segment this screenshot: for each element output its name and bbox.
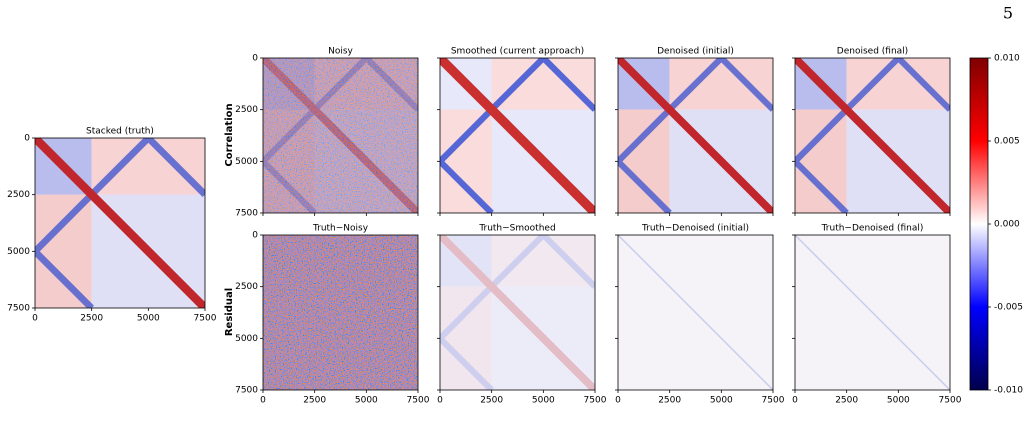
x-tick-label: 2500: [480, 396, 503, 406]
x-tick-label: 5000: [710, 396, 733, 406]
colorbar-tick-label: 0.005: [994, 137, 1020, 147]
row-label: Residual: [224, 288, 235, 336]
heatmap-feature: [617, 234, 774, 391]
y-tick-label: 0: [252, 231, 258, 241]
y-tick-label: 5000: [235, 334, 258, 344]
colorbar: [969, 57, 989, 391]
heatmap-panel: Truth−Noisy 0 0 2500 2500 5000 5000 7500 7500: [235, 224, 430, 406]
axes-frame: [262, 234, 419, 391]
x-tick-label: 0: [437, 396, 443, 406]
colorbar-tick-label: 0.000: [994, 220, 1020, 230]
panel-title: Truth−Smoothed: [478, 224, 555, 234]
heatmap-panel: Denoised (initial): [615, 47, 774, 216]
y-tick-label: 2500: [7, 190, 30, 200]
page-number: 5: [1003, 4, 1013, 23]
panel-title: Denoised (final): [837, 47, 908, 57]
x-tick-label: 0: [32, 314, 38, 324]
x-tick-label: 0: [260, 396, 266, 406]
panel-title: Truth−Denoised (final): [821, 224, 924, 234]
heatmap-panel: Truth−Smoothed 0 2500 5000 7500: [437, 224, 607, 406]
axes-frame: [617, 234, 774, 391]
x-tick-label: 7500: [407, 396, 430, 406]
row-label: Correlation: [224, 103, 235, 166]
x-tick-label: 0: [615, 396, 621, 406]
heatmap-panel: Smoothed (current approach): [437, 47, 596, 216]
x-tick-label: 0: [792, 396, 798, 406]
heatmap-image: [795, 58, 950, 213]
heatmap-panel: Noisy 0 2500 5000 7500: [235, 47, 419, 219]
x-tick-label: 7500: [939, 396, 962, 406]
colorbar-tick-label: -0.010: [994, 386, 1023, 396]
axes-frame: [34, 137, 206, 309]
heatmap-panel: Truth−Denoised (initial) 0 2500 5000 7500: [615, 224, 785, 406]
y-tick-label: 0: [252, 54, 258, 64]
x-tick-label: 2500: [303, 396, 326, 406]
heatmap-feature: [794, 234, 951, 391]
axes-frame: [794, 57, 951, 214]
x-tick-label: 2500: [80, 314, 103, 324]
x-tick-label: 5000: [355, 396, 378, 406]
panel-title: Noisy: [328, 47, 353, 57]
heatmap-image: [35, 138, 205, 308]
y-tick-label: 5000: [7, 247, 30, 257]
heatmap-panel: Stacked (truth) 0 0 2500 2500 5000 5000 7500 750…: [7, 127, 217, 324]
panel-title: Truth−Denoised (initial): [641, 224, 749, 234]
panel-title: Smoothed (current approach): [451, 47, 584, 57]
y-tick-label: 0: [24, 134, 30, 144]
x-tick-label: 7500: [584, 396, 607, 406]
heatmap-overlay: [440, 235, 595, 390]
axes-frame: [617, 57, 774, 214]
colorbar-tick-label: 0.010: [994, 54, 1020, 64]
x-tick-label: 5000: [532, 396, 555, 406]
axes-frame: [439, 234, 596, 391]
heatmap-panel: Denoised (final): [792, 47, 951, 216]
axes-frame: [439, 57, 596, 214]
x-tick-label: 5000: [887, 396, 910, 406]
x-tick-label: 2500: [658, 396, 681, 406]
heatmap-image: [440, 58, 595, 213]
heatmap-overlay: [263, 58, 418, 213]
y-tick-label: 2500: [235, 105, 258, 115]
axes-frame: [262, 57, 419, 214]
panel-title: Denoised (initial): [657, 47, 734, 57]
y-tick-label: 5000: [235, 157, 258, 167]
colorbar-tick-label: -0.005: [994, 303, 1023, 313]
x-tick-label: 2500: [835, 396, 858, 406]
heatmap-image: [263, 235, 418, 390]
y-tick-label: 7500: [235, 209, 258, 219]
panel-title: Truth−Noisy: [312, 224, 369, 234]
axes-frame: [794, 234, 951, 391]
heatmap-panel: Truth−Denoised (final) 0 2500 5000 7500: [792, 224, 962, 406]
heatmap-image: [618, 58, 773, 213]
x-tick-label: 5000: [137, 314, 160, 324]
y-tick-label: 2500: [235, 282, 258, 292]
y-tick-label: 7500: [7, 304, 30, 314]
x-tick-label: 7500: [762, 396, 785, 406]
panel-title: Stacked (truth): [86, 127, 154, 137]
y-tick-label: 7500: [235, 386, 258, 396]
x-tick-label: 7500: [194, 314, 217, 324]
